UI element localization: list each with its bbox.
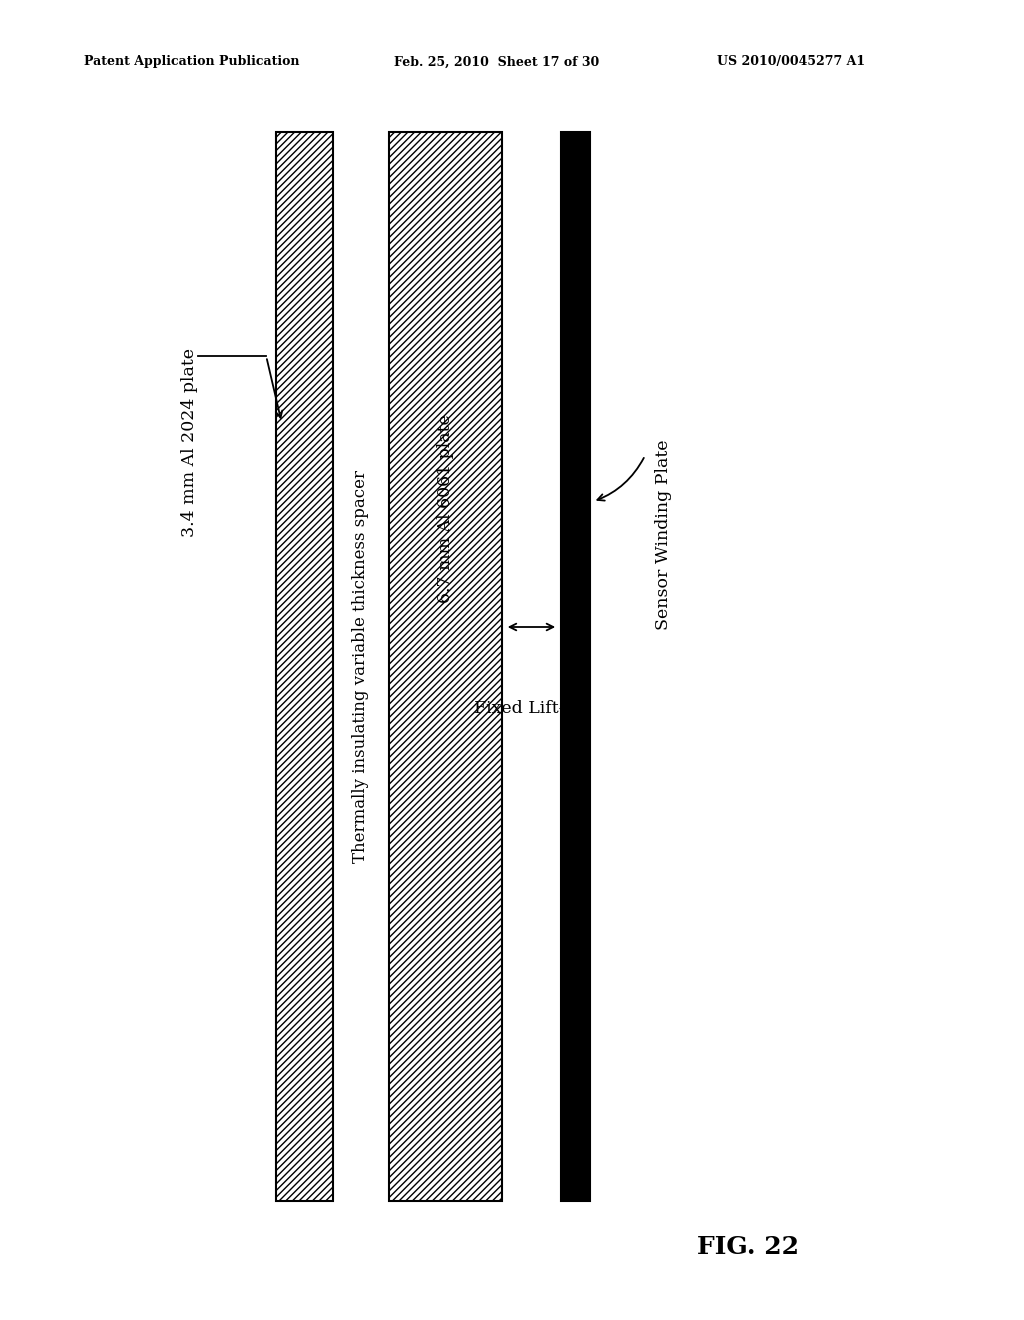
Text: FIG. 22: FIG. 22 — [696, 1236, 799, 1259]
Text: Thermally insulating variable thickness spacer: Thermally insulating variable thickness … — [352, 470, 370, 863]
Text: Fixed Lift-off: Fixed Lift-off — [474, 700, 589, 717]
Text: 3.4 mm Al 2024 plate: 3.4 mm Al 2024 plate — [181, 347, 198, 537]
Text: Feb. 25, 2010  Sheet 17 of 30: Feb. 25, 2010 Sheet 17 of 30 — [394, 55, 599, 69]
Bar — [276, 132, 333, 1201]
Text: 6.7 mm Al 6061 plate: 6.7 mm Al 6061 plate — [437, 414, 454, 602]
Bar — [389, 132, 502, 1201]
Text: US 2010/0045277 A1: US 2010/0045277 A1 — [717, 55, 865, 69]
Text: Sensor Winding Plate: Sensor Winding Plate — [655, 440, 672, 630]
Text: Patent Application Publication: Patent Application Publication — [84, 55, 299, 69]
Bar — [561, 132, 590, 1201]
